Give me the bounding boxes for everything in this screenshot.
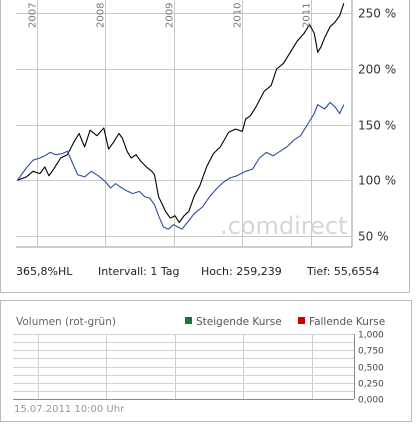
legend-falling-swatch: [298, 317, 305, 324]
x-tick-label: 2011: [302, 3, 313, 28]
volume-chart: 1,000 0,750 0,500 0,250 0,000: [13, 331, 384, 406]
y-tick-label: 150 %: [358, 119, 396, 133]
volume-tick-label: 0,250: [358, 380, 384, 390]
legend-falling-label: Fallende Kurse: [309, 316, 386, 328]
series-line-blue: [16, 101, 345, 230]
legend-rising-label: Steigende Kurse: [196, 316, 282, 328]
y-tick-label: 200 %: [358, 63, 396, 77]
x-tick-label: 2009: [165, 3, 176, 28]
timestamp: 15.07.2011 10:00 Uhr: [14, 404, 125, 415]
chart-grid: [16, 0, 353, 248]
price-chart: .comdirect 2007 2008 2009 2010 2011 250 % 200 …: [16, 0, 397, 248]
legend-falling: Fallende Kurse: [298, 316, 385, 328]
legend-rising: Steigende Kurse: [185, 316, 282, 328]
hl-label: 365,8%HL: [16, 265, 73, 278]
interval-label: Intervall: 1 Tag: [98, 265, 180, 278]
y-tick-label: 50 %: [358, 230, 389, 244]
volume-panel: 1,000 0,750 0,500 0,250 0,000 Volumen (rot-g…: [0, 300, 412, 422]
axis-labels: 2007 2008 2009 2010 2011 250 % 200 % 150 % 100 %…: [28, 3, 397, 244]
stats-bar: 365,8%HL Intervall: 1 Tag Hoch: 259,239 …: [0, 262, 417, 282]
legend-rising-swatch: [185, 317, 192, 324]
y-tick-label: 250 %: [358, 7, 396, 21]
volume-tick-label: 1,000: [358, 331, 384, 341]
series-line-black: [17, 3, 345, 224]
series-layer: [16, 3, 345, 230]
low-label: Tief: 55,6554: [307, 265, 380, 278]
high-label: Hoch: 259,239: [201, 265, 282, 278]
x-tick-label: 2008: [96, 3, 107, 28]
volume-axis-labels: 1,000 0,750 0,500 0,250 0,000: [358, 331, 384, 406]
volume-tick-label: 0,500: [358, 364, 384, 374]
y-tick-label: 100 %: [358, 174, 396, 188]
volume-tick-label: 0,000: [358, 396, 384, 406]
volume-tick-label: 0,750: [358, 347, 384, 357]
comdirect-watermark: .comdirect: [220, 212, 348, 240]
volume-grid: [13, 334, 355, 400]
volume-title: Volumen (rot-grün): [16, 316, 116, 328]
x-tick-label: 2007: [28, 3, 39, 28]
x-tick-label: 2010: [233, 3, 244, 28]
